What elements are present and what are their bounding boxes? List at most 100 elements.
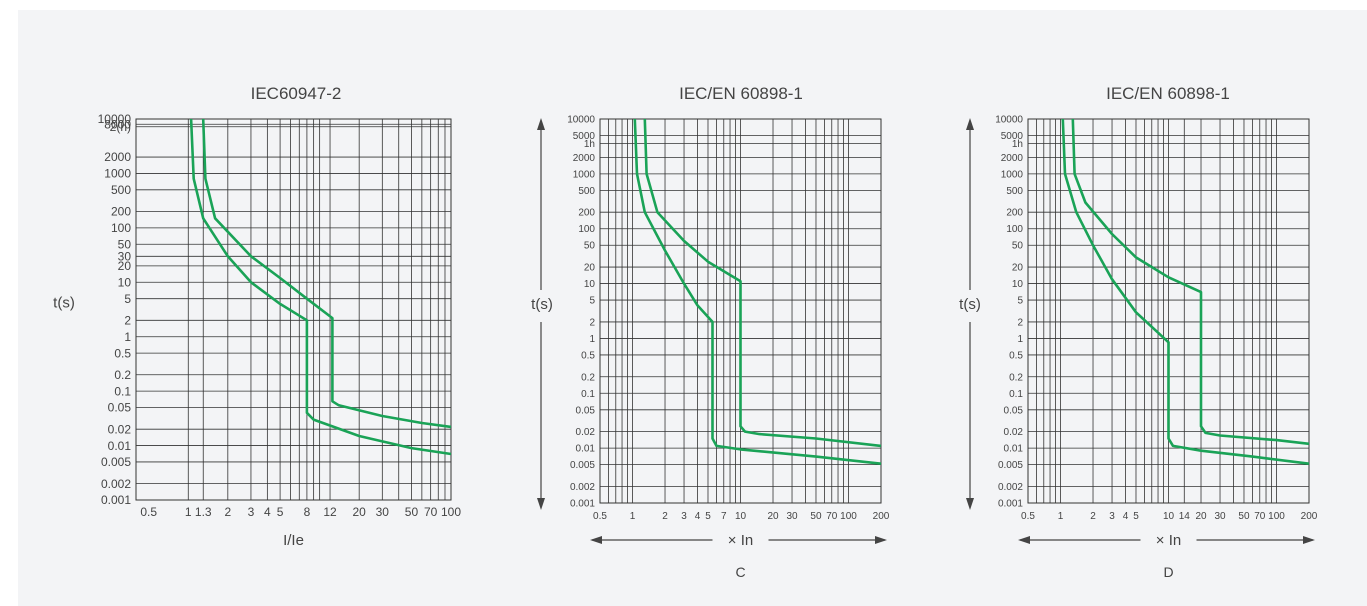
y-tick-label: 1h xyxy=(1012,139,1023,150)
y-tick-label: 5000 xyxy=(573,131,596,142)
y-tick-label: 5 xyxy=(589,296,595,307)
y-tick-label: 0.02 xyxy=(1004,427,1024,438)
y-axis-label: t(s) xyxy=(53,295,75,312)
y-tick-label: 0.02 xyxy=(576,427,596,438)
y-tick-label: 1h xyxy=(584,139,595,150)
x-tick-label: 1.3 xyxy=(195,505,212,519)
x-tick-label: 5 xyxy=(277,505,284,519)
y-tick-label: 5000 xyxy=(1001,131,1024,142)
chart-title: IEC/EN 60898-1 xyxy=(1106,84,1230,103)
y-tick-label: 10000 xyxy=(567,115,595,126)
x-tick-label: 20 xyxy=(767,511,779,522)
y-tick-label: 10 xyxy=(1012,279,1024,290)
trip-curve-1 xyxy=(1061,118,1310,465)
y-tick-label: 0.5 xyxy=(1009,350,1023,361)
x-tick-label: 30 xyxy=(376,505,390,519)
y-tick-label: 2(h) xyxy=(110,120,131,134)
x-tick-label: 30 xyxy=(1214,511,1226,522)
y-tick-label: 50 xyxy=(118,237,132,251)
x-tick-label: 100 xyxy=(1268,511,1285,522)
y-tick-label: 100 xyxy=(1006,224,1023,235)
trip-curve-2 xyxy=(1071,118,1310,446)
x-tick-label: 0.5 xyxy=(593,511,607,522)
y-tick-label: 10000 xyxy=(995,115,1023,126)
y-tick-label: 200 xyxy=(1006,208,1023,219)
y-tick-label: 100 xyxy=(111,221,131,235)
x-tick-label: 200 xyxy=(1301,511,1318,522)
trip-curve-1 xyxy=(189,118,452,456)
up-arrow-icon xyxy=(966,118,974,130)
y-tick-label: 2000 xyxy=(573,153,596,164)
x-tick-label: 2 xyxy=(662,511,668,522)
y-tick-label: 0.1 xyxy=(1009,389,1023,400)
y-tick-label: 1 xyxy=(589,334,595,345)
curve-class-label: C xyxy=(735,564,745,580)
y-tick-label: 0.02 xyxy=(108,422,132,436)
y-tick-label: 2 xyxy=(1017,317,1023,328)
x-axis-label: I/Ie xyxy=(283,532,304,549)
x-tick-label: 1 xyxy=(185,505,192,519)
plot-frame xyxy=(1027,118,1310,504)
chart-title: IEC60947-2 xyxy=(251,84,342,103)
y-tick-label: 20 xyxy=(118,259,132,273)
y-tick-label: 0.002 xyxy=(998,482,1023,493)
y-tick-label: 10000 xyxy=(98,112,132,126)
y-tick-label: 100 xyxy=(578,224,595,235)
y-tick-label: 0.5 xyxy=(114,346,131,360)
y-tick-label: 5 xyxy=(1017,296,1023,307)
x-tick-label: 20 xyxy=(353,505,367,519)
y-tick-label: 500 xyxy=(1006,186,1023,197)
y-tick-label: 500 xyxy=(578,186,595,197)
y-tick-label: 500 xyxy=(111,183,131,197)
plot-frame xyxy=(599,118,882,504)
x-tick-label: 3 xyxy=(681,511,687,522)
y-tick-label: 0.01 xyxy=(1004,444,1024,455)
y-tick-label: 0.05 xyxy=(108,401,132,415)
up-arrow-icon xyxy=(537,118,545,130)
x-tick-label: 10 xyxy=(1163,511,1175,522)
y-tick-label: 10 xyxy=(118,275,132,289)
y-tick-label: 0.2 xyxy=(581,372,595,383)
chart-panel xyxy=(18,10,1367,606)
y-tick-label: 10 xyxy=(584,279,596,290)
x-tick-label: 50 xyxy=(810,511,822,522)
y-tick-label: 0.05 xyxy=(1004,405,1024,416)
y-tick-label: 0.5 xyxy=(581,350,595,361)
x-tick-label: 0.5 xyxy=(140,505,157,519)
x-tick-label: 7 xyxy=(721,511,727,522)
y-tick-label: 200 xyxy=(578,208,595,219)
x-tick-label: 2 xyxy=(224,505,231,519)
y-tick-label: 0.001 xyxy=(101,493,131,507)
x-axis-label: × In xyxy=(1156,532,1181,549)
y-tick-label: 0.002 xyxy=(570,482,595,493)
y-tick-label: 0.05 xyxy=(576,405,596,416)
down-arrow-icon xyxy=(966,498,974,510)
y-tick-label: 0.01 xyxy=(108,439,132,453)
x-tick-label: 2 xyxy=(1090,511,1096,522)
y-tick-label: 30 xyxy=(118,250,132,264)
x-tick-label: 50 xyxy=(1238,511,1250,522)
curve-class-label: D xyxy=(1163,564,1173,580)
right-arrow-icon xyxy=(1303,536,1315,544)
y-tick-label: 20 xyxy=(584,263,596,274)
y-tick-label: 0.2 xyxy=(114,368,131,382)
y-tick-label: 20 xyxy=(1012,263,1024,274)
y-tick-label: 1 xyxy=(124,330,131,344)
y-tick-label: 0.01 xyxy=(576,444,596,455)
y-tick-label: 0.1 xyxy=(581,389,595,400)
x-tick-label: 70 xyxy=(826,511,838,522)
y-axis-label: t(s) xyxy=(959,296,981,313)
x-tick-label: 8 xyxy=(304,505,311,519)
x-tick-label: 5 xyxy=(705,511,711,522)
x-tick-label: 5 xyxy=(1133,511,1139,522)
y-tick-label: 0.2 xyxy=(1009,372,1023,383)
x-tick-label: 1 xyxy=(1058,511,1064,522)
chart-title: IEC/EN 60898-1 xyxy=(679,84,803,103)
trip-curve-1 xyxy=(633,118,882,465)
y-tick-label: 0.005 xyxy=(998,460,1023,471)
y-tick-label: 50 xyxy=(584,241,596,252)
y-tick-label: 1000 xyxy=(573,169,596,180)
